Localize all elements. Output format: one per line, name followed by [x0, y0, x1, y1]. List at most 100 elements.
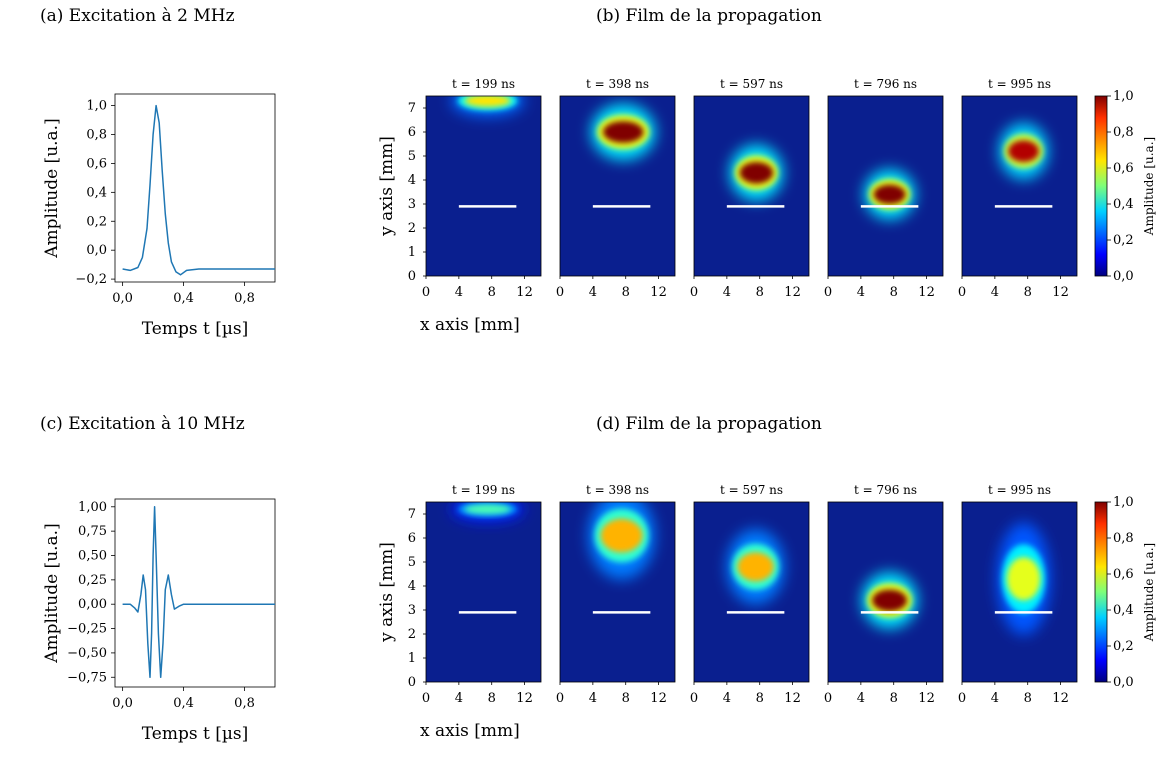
prop-10mhz-wave-core [600, 518, 643, 553]
exc-2mhz-ytick-label: 0,0 [86, 243, 107, 258]
prop-2mhz-xtick-label: 8 [1024, 285, 1032, 300]
prop-10mhz-frame-image [426, 502, 541, 682]
exc-10mhz-frame [114, 498, 276, 688]
caption-excitation-10mhz: (c) Excitation à 10 MHz [40, 414, 245, 434]
exc-2mhz-xtick-label: 0,8 [234, 291, 255, 306]
prop-10mhz-frame-border [559, 501, 676, 683]
prop-10mhz-frame-border [425, 501, 542, 683]
prop-2mhz-frame-title: t = 796 ns [854, 77, 917, 91]
prop-10mhz-colorbar: 1,0 0,8 0,6 0,4 0,2 0,0 Amplitude [u.a.] [1094, 495, 1156, 690]
prop-10mhz-panels: t = 199 ns 0 4 8 12 7 6 5 4 3 2 1 0 y axis [mm] x axis… [377, 483, 1156, 741]
prop-2mhz-ytick-label: 2 [408, 221, 416, 236]
exc-10mhz-series-line [122, 506, 275, 679]
prop-10mhz-xtick-label: 8 [622, 691, 630, 706]
prop-2mhz-colorbar-tick-label: 0,6 [1113, 161, 1134, 176]
prop-2mhz-xtick-label: 0 [422, 285, 430, 300]
prop-2mhz-wave-core [603, 121, 644, 143]
prop-2mhz-xtick-label: 8 [488, 285, 496, 300]
prop-10mhz-ytick-label: 3 [408, 603, 416, 618]
prop-2mhz-wave-core [464, 96, 511, 107]
prop-10mhz-frame-3: t = 597 ns 0 4 8 12 [690, 483, 810, 706]
prop-2mhz-background [426, 96, 541, 276]
prop-10mhz-xtick-label: 12 [784, 691, 801, 706]
prop-10mhz-frame-border [827, 501, 944, 683]
prop-2mhz-xtick-label: 0 [958, 285, 966, 300]
exc-10mhz-plot: 1,00 0,75 0,50 0,25 0,00 −0,25 −0,50 −0,75 0,0 0,… [42, 498, 276, 744]
prop-10mhz-wave-core [872, 589, 908, 612]
prop-10mhz-background [426, 502, 541, 682]
prop-2mhz-background [962, 96, 1077, 276]
prop-2mhz-frame-title: t = 597 ns [720, 77, 783, 91]
prop-10mhz-xtick-label: 8 [890, 691, 898, 706]
prop-10mhz-frame-5: t = 995 ns 0 4 8 12 [958, 483, 1078, 706]
prop-2mhz-frame-title: t = 199 ns [452, 77, 515, 91]
caption-excitation-2mhz: (a) Excitation à 2 MHz [40, 6, 235, 26]
prop-10mhz-ytick-label: 7 [408, 507, 416, 522]
prop-2mhz-frame-image [828, 96, 943, 276]
prop-10mhz-xtick-label: 0 [556, 691, 564, 706]
caption-propagation-2mhz: (b) Film de la propagation [596, 6, 822, 26]
prop-10mhz-frame-1: t = 199 ns 0 4 8 12 7 6 5 4 3 2 1 0 y axis [mm] x axis… [377, 483, 542, 741]
prop-2mhz-xtick-label: 8 [890, 285, 898, 300]
prop-10mhz-colorbar-label: Amplitude [u.a.] [1142, 543, 1156, 642]
prop-2mhz-xtick-label: 12 [784, 285, 801, 300]
prop-2mhz-xtick-label: 4 [589, 285, 597, 300]
exc-2mhz-ytick-label: 0,4 [86, 185, 107, 200]
prop-10mhz-frame-image [962, 502, 1077, 682]
exc-10mhz-ytick-label: 0,50 [78, 548, 107, 563]
prop-2mhz-ytick-label: 0 [408, 269, 416, 284]
prop-10mhz-xtick-label: 12 [650, 691, 667, 706]
exc-10mhz-ytick-label: −0,25 [67, 622, 107, 637]
exc-2mhz-plot: 1,0 0,8 0,6 0,4 0,2 0,0 −0,2 0,0 0,4 0,8 Temps t [… [42, 93, 276, 339]
prop-2mhz-xlabel: x axis [mm] [420, 315, 520, 335]
prop-10mhz-xtick-label: 0 [690, 691, 698, 706]
prop-2mhz-frame-title: t = 995 ns [988, 77, 1051, 91]
prop-10mhz-colorbar-tick-label: 0,8 [1113, 531, 1134, 546]
exc-10mhz-xtick-label: 0,0 [112, 696, 133, 711]
prop-10mhz-frame-image [694, 502, 809, 682]
exc-10mhz-ytick-label: 0,75 [78, 524, 107, 539]
prop-10mhz-xtick-label: 0 [958, 691, 966, 706]
prop-10mhz-wave-core [464, 504, 511, 514]
exc-10mhz-xlabel: Temps t [µs] [142, 724, 248, 744]
prop-10mhz-frame-border [693, 501, 810, 683]
exc-2mhz-ylabel: Amplitude [u.a.] [42, 118, 62, 258]
prop-2mhz-wave-core [1008, 140, 1039, 162]
exc-10mhz-ytick-label: 0,00 [78, 597, 107, 612]
prop-10mhz-ytick-label: 0 [408, 675, 416, 690]
prop-2mhz-frame-border [559, 95, 676, 277]
exc-10mhz-xtick-label: 0,4 [173, 696, 194, 711]
prop-2mhz-xtick-label: 0 [690, 285, 698, 300]
prop-10mhz-colorbar-tick-label: 1,0 [1113, 495, 1134, 510]
exc-2mhz-ytick-label: −0,2 [75, 272, 107, 287]
prop-2mhz-colorbar: 1,0 0,8 0,6 0,4 0,2 0,0 Amplitude [u.a.] [1094, 89, 1156, 284]
prop-2mhz-ytick-label: 7 [408, 101, 416, 116]
prop-2mhz-frame-image [426, 96, 541, 276]
prop-2mhz-frame-image [560, 96, 675, 276]
prop-10mhz-colorbar-tick-label: 0,2 [1113, 639, 1134, 654]
prop-2mhz-colorbar-tick-label: 1,0 [1113, 89, 1134, 104]
prop-2mhz-frame-image [694, 96, 809, 276]
prop-10mhz-xtick-label: 4 [991, 691, 999, 706]
prop-10mhz-colorbar-tick-label: 0,0 [1113, 675, 1134, 690]
prop-2mhz-ylabel: y axis [mm] [377, 136, 397, 237]
prop-10mhz-ytick-label: 4 [408, 579, 416, 594]
prop-10mhz-ylabel: y axis [mm] [377, 542, 397, 643]
prop-2mhz-xtick-label: 4 [723, 285, 731, 300]
prop-2mhz-ytick-label: 5 [408, 149, 416, 164]
exc-10mhz-xtick-label: 0,8 [234, 696, 255, 711]
prop-10mhz-xtick-label: 0 [422, 691, 430, 706]
prop-2mhz-frame-border [425, 95, 542, 277]
prop-2mhz-ytick-label: 1 [408, 245, 416, 260]
prop-2mhz-xtick-label: 12 [650, 285, 667, 300]
exc-10mhz-ytick-label: 1,00 [78, 500, 107, 515]
exc-2mhz-frame [114, 93, 276, 283]
prop-10mhz-xlabel: x axis [mm] [420, 721, 520, 741]
prop-10mhz-ytick-label: 2 [408, 627, 416, 642]
exc-10mhz-ytick-label: 0,25 [78, 573, 107, 588]
exc-2mhz-series-line [122, 104, 275, 276]
prop-2mhz-colorbar-label: Amplitude [u.a.] [1142, 137, 1156, 236]
prop-10mhz-wave-core [1006, 557, 1041, 601]
prop-10mhz-colorbar-tick-label: 0,4 [1113, 603, 1134, 618]
